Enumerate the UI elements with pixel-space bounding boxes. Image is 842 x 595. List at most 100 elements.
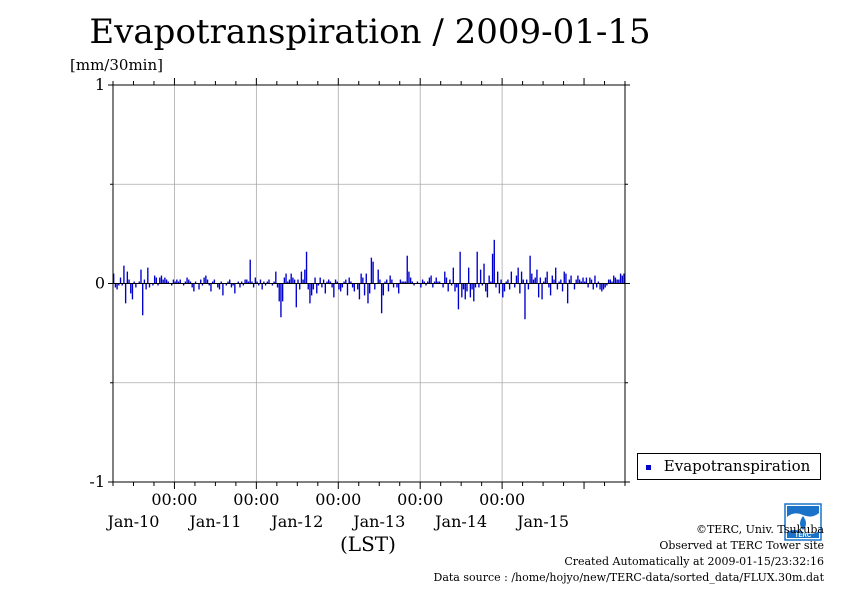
data-bar (495, 283, 497, 288)
data-bar (172, 279, 175, 284)
data-bar (126, 271, 129, 284)
data-bar (427, 281, 429, 284)
data-bar (292, 277, 294, 284)
data-bar (222, 283, 224, 296)
data-bar (490, 281, 492, 284)
data-bar (497, 271, 499, 284)
data-bar (142, 283, 144, 316)
data-bar (406, 255, 408, 284)
data-bar (568, 279, 571, 284)
data-bar (614, 277, 617, 284)
data-bar (312, 283, 315, 290)
data-bar (314, 277, 316, 284)
bar-series (113, 239, 625, 320)
data-bar (462, 283, 465, 290)
credit-line: Observed at TERC Tower site (659, 539, 824, 552)
data-bar (251, 281, 253, 284)
data-bar (584, 281, 586, 284)
data-bar (548, 283, 550, 288)
data-bar (138, 281, 140, 284)
data-bar (205, 275, 207, 284)
data-bar (537, 283, 540, 298)
data-bar (193, 283, 195, 292)
data-bar (165, 279, 168, 284)
x-axis-label: (LST) (340, 532, 396, 556)
data-bar (561, 283, 564, 292)
data-bar (334, 279, 337, 284)
data-bar (297, 279, 299, 284)
data-bar (531, 273, 533, 284)
data-bar (471, 283, 473, 290)
data-bar (309, 283, 311, 304)
data-bar (551, 275, 553, 284)
data-bar (461, 283, 463, 298)
data-bar (389, 275, 391, 284)
y-tick-label: -1 (89, 472, 105, 491)
data-bar (258, 283, 260, 286)
data-bar (570, 275, 572, 284)
data-bar (198, 283, 200, 290)
data-bar (121, 283, 123, 286)
x-time-label: 00:00 (315, 490, 361, 509)
data-bar (432, 283, 434, 288)
data-bar (594, 275, 596, 284)
data-bar (131, 283, 134, 300)
credit-line: ©TERC, Univ. Tsukuba (695, 523, 824, 536)
data-bar (159, 277, 161, 284)
data-bar (592, 283, 594, 290)
x-day-label: Jan-10 (105, 512, 159, 531)
credit-line: Created Automatically at 2009-01-15/23:3… (564, 555, 824, 568)
y-tick-label: 1 (95, 75, 105, 94)
data-bar (597, 281, 600, 284)
data-bar (380, 283, 383, 314)
data-bar (539, 277, 542, 284)
data-bar (578, 279, 581, 284)
legend-label: Evapotranspiration (663, 457, 811, 475)
data-bar (585, 277, 588, 284)
data-bar (343, 281, 345, 284)
data-bar (611, 281, 613, 284)
data-bar (377, 269, 379, 284)
data-bar (621, 275, 623, 284)
data-bar (206, 279, 209, 284)
data-bar (118, 283, 120, 286)
data-bar (345, 279, 347, 284)
data-bar (392, 283, 395, 288)
data-bar (619, 273, 622, 284)
data-bar (602, 283, 605, 290)
data-bar (601, 283, 603, 292)
data-bar (160, 275, 163, 284)
data-bar (119, 277, 122, 284)
data-bar (244, 279, 246, 284)
data-bar (266, 281, 268, 284)
data-bar (476, 251, 478, 284)
data-bar (454, 283, 456, 292)
data-bar (577, 275, 579, 284)
data-bar (227, 281, 229, 284)
data-bar (514, 283, 516, 288)
data-bar (409, 277, 412, 284)
data-bar (350, 281, 352, 284)
data-bar (316, 283, 318, 294)
data-bar (425, 283, 427, 286)
data-bar (398, 283, 400, 294)
data-bar (237, 281, 239, 284)
data-bar (293, 279, 296, 284)
data-bar (467, 267, 470, 284)
data-bar (517, 267, 519, 284)
data-bar (124, 283, 127, 304)
legend: Evapotranspiration (637, 453, 821, 480)
data-bar (401, 281, 403, 284)
data-bar (486, 283, 489, 298)
data-bar (423, 281, 425, 284)
data-bar (322, 279, 325, 284)
data-bar (348, 277, 350, 284)
data-bar (520, 271, 523, 284)
logo-text: TERC (795, 533, 812, 539)
data-bar (399, 279, 402, 284)
data-bar (459, 251, 461, 284)
data-bar (396, 283, 398, 288)
data-bar (358, 283, 361, 300)
data-bar (555, 267, 557, 284)
data-bar (430, 275, 432, 284)
